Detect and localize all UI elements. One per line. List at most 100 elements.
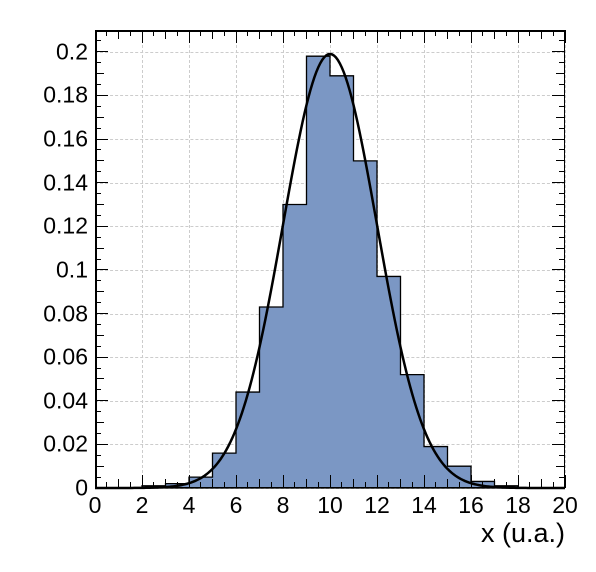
x-tick-label: 10 <box>317 492 343 519</box>
grid-line-h <box>95 488 565 489</box>
x-tick-top <box>224 30 225 36</box>
x-tick-top <box>306 30 307 39</box>
x-tick-top <box>459 30 460 36</box>
y-tick-right <box>559 346 565 347</box>
x-tick-label: 12 <box>364 492 390 519</box>
y-tick-right <box>559 149 565 150</box>
y-tick-label: 0.08 <box>43 300 88 327</box>
y-tick-right <box>559 193 565 194</box>
x-tick-label: 4 <box>183 492 196 519</box>
x-tick-top <box>435 30 436 36</box>
x-tick-top <box>377 30 378 43</box>
y-tick <box>95 477 101 478</box>
y-tick-right <box>556 335 565 336</box>
y-tick <box>95 248 104 249</box>
y-tick <box>95 40 101 41</box>
y-tick <box>95 368 101 369</box>
x-tick-label: 20 <box>552 492 578 519</box>
x-tick-label: 2 <box>136 492 149 519</box>
y-tick-right <box>552 95 565 96</box>
y-tick-label: 0.06 <box>43 344 88 371</box>
y-tick <box>95 280 101 281</box>
y-tick-right <box>556 204 565 205</box>
x-tick <box>541 479 542 488</box>
y-tick <box>95 30 104 31</box>
x-tick <box>353 479 354 488</box>
x-tick-top <box>189 30 190 43</box>
x-tick <box>259 479 260 488</box>
y-tick-right <box>556 73 565 74</box>
y-tick-label: 0.1 <box>56 256 88 283</box>
y-tick <box>95 357 108 358</box>
y-tick <box>95 62 101 63</box>
y-tick-right <box>556 160 565 161</box>
x-tick-top <box>165 30 166 39</box>
x-tick-top <box>471 30 472 43</box>
y-tick <box>95 313 108 314</box>
y-tick-right <box>559 171 565 172</box>
x-tick <box>400 479 401 488</box>
y-tick-right <box>559 106 565 107</box>
x-tick <box>482 482 483 488</box>
y-tick-right <box>552 51 565 52</box>
x-tick <box>306 479 307 488</box>
y-tick-label: 0.04 <box>43 387 88 414</box>
y-tick <box>95 378 104 379</box>
x-tick-top <box>341 30 342 36</box>
x-tick <box>341 482 342 488</box>
x-tick-label: 18 <box>505 492 531 519</box>
x-tick-top <box>212 30 213 39</box>
x-tick <box>435 482 436 488</box>
x-tick-label: 14 <box>411 492 437 519</box>
y-tick <box>95 73 104 74</box>
y-tick <box>95 259 101 260</box>
y-tick <box>95 324 101 325</box>
y-tick <box>95 291 104 292</box>
x-tick <box>506 482 507 488</box>
x-tick <box>271 482 272 488</box>
y-tick <box>95 269 108 270</box>
y-tick-right <box>559 259 565 260</box>
y-tick <box>95 433 101 434</box>
y-tick-right <box>552 357 565 358</box>
y-tick-right <box>559 411 565 412</box>
y-tick-right <box>556 422 565 423</box>
x-tick-top <box>388 30 389 36</box>
x-tick-label: 6 <box>230 492 243 519</box>
x-tick-top <box>271 30 272 36</box>
y-tick-right <box>552 182 565 183</box>
x-tick-top <box>482 30 483 36</box>
x-tick <box>283 475 284 488</box>
y-tick <box>95 444 108 445</box>
y-tick <box>95 411 101 412</box>
x-tick-top <box>553 30 554 36</box>
x-tick-top <box>400 30 401 39</box>
y-tick-right <box>552 139 565 140</box>
histogram-bars <box>95 30 565 488</box>
y-tick-right <box>552 400 565 401</box>
y-tick <box>95 335 104 336</box>
x-tick <box>318 482 319 488</box>
x-tick <box>459 482 460 488</box>
y-tick-right <box>556 466 565 467</box>
x-tick <box>247 482 248 488</box>
x-tick-top <box>283 30 284 43</box>
x-tick <box>200 482 201 488</box>
x-tick <box>447 479 448 488</box>
y-tick-right <box>559 433 565 434</box>
y-tick <box>95 204 104 205</box>
y-tick <box>95 182 108 183</box>
y-tick-right <box>559 368 565 369</box>
histogram-polygon <box>95 30 565 488</box>
x-tick <box>412 482 413 488</box>
x-tick <box>236 475 237 488</box>
x-tick-top <box>353 30 354 39</box>
y-tick-label: 0.2 <box>56 38 88 65</box>
y-tick <box>95 389 101 390</box>
x-tick-top <box>142 30 143 43</box>
y-tick-label: 0.02 <box>43 431 88 458</box>
x-tick-top <box>518 30 519 43</box>
y-tick-right <box>556 378 565 379</box>
x-tick-top <box>412 30 413 36</box>
x-tick-label: 16 <box>458 492 484 519</box>
